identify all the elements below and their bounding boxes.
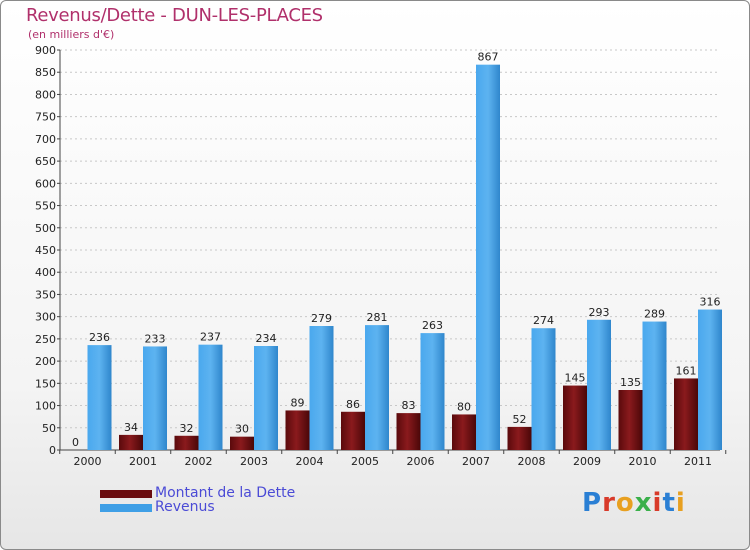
y-tick-label: 50 — [42, 422, 56, 435]
bar-revenus-2011 — [698, 309, 722, 450]
data-label-revenus-2008: 274 — [533, 314, 554, 327]
x-tick-label: 2001 — [129, 455, 157, 468]
data-label-revenus-2003: 234 — [256, 332, 277, 345]
y-tick-label: 0 — [49, 444, 56, 457]
data-label-debt-2011: 161 — [676, 364, 697, 377]
y-tick-label: 450 — [35, 244, 56, 257]
y-tick-label: 150 — [35, 377, 56, 390]
legend-label-debt: Montant de la Dette — [155, 485, 296, 501]
data-label-debt-2001: 34 — [124, 421, 138, 434]
bar-revenus-2010 — [642, 321, 667, 450]
x-tick-label: 2003 — [240, 455, 268, 468]
logo-letter: r — [602, 488, 616, 518]
x-tick-label: 2002 — [185, 455, 213, 468]
y-tick-label: 300 — [35, 311, 56, 324]
bar-revenus-2002 — [198, 344, 223, 450]
logo-letter: i — [675, 488, 686, 518]
y-tick-label: 100 — [35, 400, 56, 413]
y-tick-label: 250 — [35, 333, 56, 346]
bar-revenus-2001 — [143, 346, 167, 450]
y-tick-label: 500 — [35, 222, 56, 235]
logo-letter: t — [662, 488, 676, 518]
bar-debt-2007 — [452, 414, 476, 450]
data-label-revenus-2001: 233 — [145, 332, 166, 345]
legend-label-revenus: Revenus — [155, 499, 215, 515]
y-tick-label: 700 — [35, 133, 56, 146]
x-tick-label: 2006 — [407, 455, 435, 468]
bar-revenus-2006 — [420, 333, 445, 450]
proxiti-logo: Proxiti — [582, 488, 686, 518]
data-label-revenus-2010: 289 — [644, 308, 665, 321]
y-tick-label: 600 — [35, 177, 56, 190]
y-tick-label: 800 — [35, 88, 56, 101]
bar-debt-2002 — [174, 435, 199, 450]
data-label-debt-2010: 135 — [620, 376, 641, 389]
y-tick-label: 900 — [35, 44, 56, 57]
x-tick-label: 2005 — [351, 455, 379, 468]
bar-debt-2009 — [563, 385, 587, 450]
y-tick-label: 350 — [35, 288, 56, 301]
chart-subtitle: (en milliers d'€) — [28, 28, 115, 41]
bar-revenus-2009 — [587, 319, 611, 450]
x-tick-label: 2009 — [573, 455, 601, 468]
bar-debt-2001 — [119, 434, 143, 450]
bar-revenus-2000 — [87, 345, 112, 450]
y-tick-label: 650 — [35, 155, 56, 168]
data-label-revenus-2002: 237 — [200, 331, 221, 344]
x-tick-label: 2011 — [684, 455, 712, 468]
data-label-debt-2008: 52 — [513, 413, 527, 426]
bar-revenus-2005 — [365, 325, 389, 450]
logo-letter: x — [634, 488, 653, 518]
bar-debt-2003 — [230, 436, 254, 450]
chart-title: Revenus/Dette - DUN-LES-PLACES — [26, 5, 323, 26]
legend-swatch-debt — [100, 490, 152, 498]
data-label-revenus-2009: 293 — [589, 306, 610, 319]
bar-revenus-2003 — [254, 346, 278, 450]
data-label-revenus-2004: 279 — [311, 312, 332, 325]
data-label-debt-2006: 83 — [402, 399, 416, 412]
bars — [87, 64, 722, 451]
data-labels: 0 236 34 233 32 237 30 234 89 279 86 281 83 263 80 867 5… — [72, 51, 721, 449]
data-label-revenus-2005: 281 — [367, 311, 388, 324]
data-label-revenus-2006: 263 — [422, 319, 443, 332]
logo-letter: P — [582, 488, 603, 518]
data-label-debt-2009: 145 — [565, 372, 586, 385]
data-label-debt-2007: 80 — [457, 400, 471, 413]
y-tick-label: 550 — [35, 200, 56, 213]
logo-letter: i — [652, 488, 663, 518]
bar-revenus-2008 — [531, 328, 556, 450]
x-tick-label: 2000 — [74, 455, 102, 468]
x-tick-label: 2004 — [296, 455, 324, 468]
data-label-revenus-2011: 316 — [700, 296, 721, 309]
y-tick-label: 850 — [35, 66, 56, 79]
legend-swatch-revenus — [100, 504, 152, 512]
bar-debt-2008 — [507, 426, 532, 450]
x-tick-label: 2007 — [462, 455, 490, 468]
y-tick-label: 400 — [35, 266, 56, 279]
data-label-debt-2003: 30 — [235, 423, 249, 436]
logo-letter: o — [615, 488, 635, 518]
data-label-debt-2000: 0 — [72, 436, 79, 449]
data-label-revenus-2000: 236 — [89, 331, 110, 344]
x-tick-label: 2008 — [518, 455, 546, 468]
data-label-debt-2002: 32 — [180, 422, 194, 435]
bar-debt-2005 — [341, 411, 365, 450]
bar-debt-2010 — [618, 390, 643, 450]
x-tick-label: 2010 — [629, 455, 657, 468]
bar-revenus-2004 — [309, 326, 334, 450]
bar-debt-2011 — [674, 378, 698, 450]
bar-revenus-2007 — [476, 64, 500, 451]
data-label-debt-2005: 86 — [346, 398, 360, 411]
bar-debt-2006 — [396, 413, 421, 450]
data-label-debt-2004: 89 — [291, 396, 305, 409]
y-tick-label: 200 — [35, 355, 56, 368]
y-tick-label: 750 — [35, 111, 56, 124]
data-label-revenus-2007: 867 — [478, 51, 499, 64]
bar-debt-2004 — [285, 410, 310, 450]
